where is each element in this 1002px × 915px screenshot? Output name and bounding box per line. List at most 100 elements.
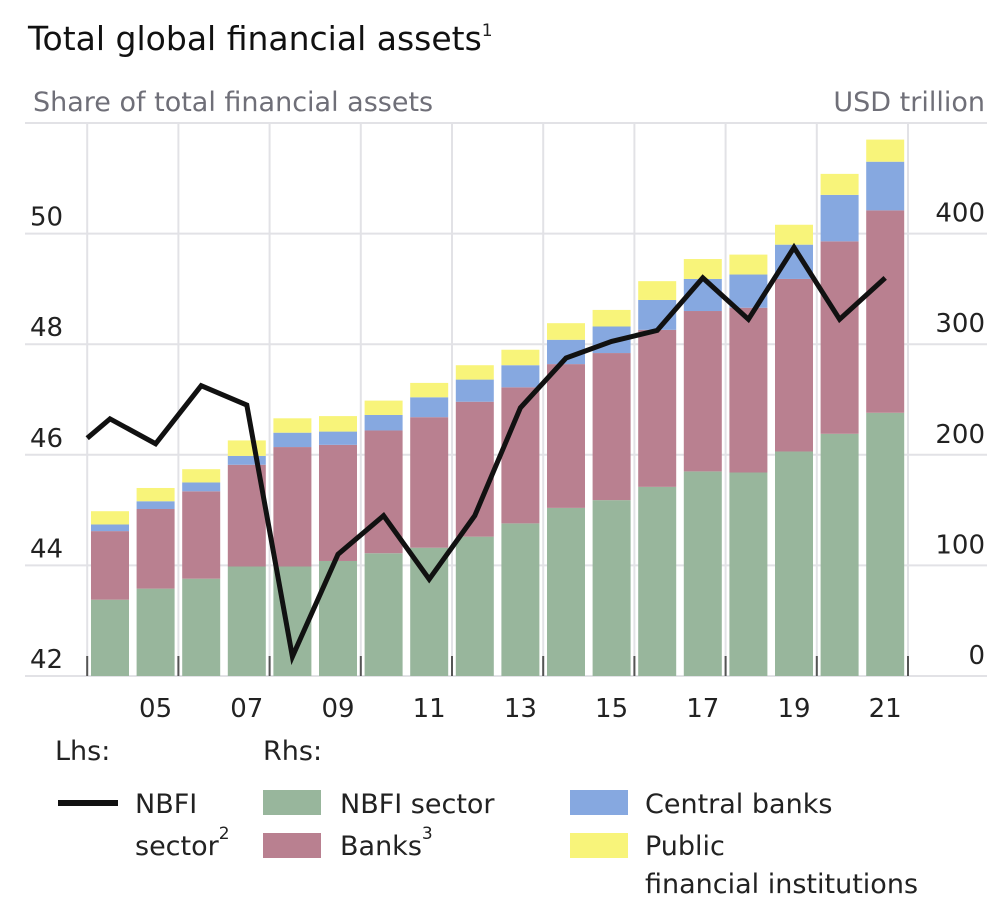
bar-central-banks-2009 — [319, 431, 357, 445]
legend-banks-text: Banks — [340, 831, 422, 862]
left-axis-label: Share of total financial assets — [33, 87, 433, 118]
x-tick-label: 05 — [139, 694, 172, 724]
bar-public-financial-institutions-2008 — [273, 418, 312, 433]
bar-central-banks-2006 — [182, 482, 221, 492]
bar-public-financial-institutions-2012 — [455, 365, 494, 380]
nbfi-share-line — [85, 242, 887, 666]
bar-nbfi-sector-2005 — [136, 588, 175, 676]
legend-lhs-label: Lhs: — [55, 736, 110, 767]
bar-public-financial-institutions-2011 — [410, 382, 449, 398]
bar-nbfi-sector-2004 — [91, 599, 129, 676]
bar-public-financial-institutions-2013 — [501, 349, 540, 366]
bar-central-banks-2020 — [820, 194, 859, 242]
bar-nbfi-sector-2010 — [364, 553, 403, 676]
x-tick-label: 11 — [413, 694, 446, 724]
bar-public-financial-institutions-2017 — [683, 259, 722, 279]
y-left-tick-label: 50 — [30, 203, 63, 233]
x-tick-label: 07 — [230, 694, 263, 724]
bar-public-financial-institutions-2010 — [364, 400, 403, 415]
chart-title: Total global financial assets1 — [27, 19, 493, 58]
bar-public-financial-institutions-2005 — [136, 487, 175, 502]
bar-banks-2018 — [729, 307, 768, 473]
x-tick-label: 09 — [321, 694, 354, 724]
legend-rhs-label: Rhs: — [263, 736, 322, 767]
title-footnote: 1 — [482, 21, 493, 41]
bar-central-banks-2021 — [866, 161, 905, 211]
legend-public-label-1: Public — [645, 831, 725, 862]
y-left-tick-label: 44 — [30, 534, 63, 564]
legend-central-banks-label: Central banks — [645, 789, 832, 820]
bar-banks-2005 — [136, 508, 175, 589]
bar-banks-2020 — [820, 241, 859, 434]
bar-public-financial-institutions-2018 — [729, 254, 768, 275]
bar-nbfi-sector-2013 — [501, 523, 540, 676]
y-right-tick-label: 200 — [935, 420, 985, 450]
bar-central-banks-2012 — [455, 379, 494, 402]
legend-central-banks-swatch — [570, 790, 628, 815]
bar-banks-2006 — [182, 491, 221, 579]
bar-banks-2019 — [775, 278, 813, 452]
x-tick-label: 13 — [504, 694, 537, 724]
legend-public-swatch — [570, 833, 628, 858]
line-series — [85, 242, 887, 666]
bar-central-banks-2005 — [136, 501, 175, 509]
bar-banks-2011 — [410, 417, 449, 548]
bar-central-banks-2007 — [227, 455, 266, 465]
bar-public-financial-institutions-2016 — [638, 281, 677, 300]
legend-nbfi-swatch — [263, 790, 321, 815]
legend-nbfi-label: NBFI sector — [340, 789, 495, 820]
chart-title-text: Total global financial assets — [27, 19, 482, 58]
bar-banks-2017 — [683, 311, 722, 472]
bar-banks-2016 — [638, 329, 677, 487]
bar-banks-2021 — [866, 210, 905, 413]
legend-line-label-2: sector2 — [135, 824, 230, 862]
bar-public-financial-institutions-2015 — [592, 309, 631, 327]
legend-line-label-1: NBFI — [135, 789, 197, 820]
y-right-tick-label: 400 — [935, 199, 985, 229]
y-right-tick-label: 100 — [935, 530, 985, 560]
bars — [86, 139, 909, 676]
bar-public-financial-institutions-2014 — [547, 323, 585, 340]
bar-central-banks-2011 — [410, 397, 449, 418]
legend-banks-swatch — [263, 833, 321, 858]
bar-public-financial-institutions-2006 — [182, 469, 221, 483]
bar-public-financial-institutions-2019 — [775, 224, 813, 245]
bar-nbfi-sector-2015 — [592, 500, 631, 676]
bar-nbfi-sector-2014 — [547, 507, 585, 676]
bar-public-financial-institutions-2007 — [227, 440, 266, 456]
bar-nbfi-sector-2012 — [455, 536, 494, 676]
bar-nbfi-sector-2011 — [410, 547, 449, 676]
y-right-tick-label: 0 — [968, 641, 985, 671]
bar-nbfi-sector-2006 — [182, 578, 221, 676]
x-tick-label: 19 — [777, 694, 810, 724]
legend-line-footnote: 2 — [219, 824, 230, 844]
bar-banks-2014 — [547, 364, 585, 508]
bar-central-banks-2008 — [273, 432, 312, 448]
legend-banks-label: Banks3 — [340, 824, 433, 862]
bar-nbfi-sector-2020 — [820, 433, 859, 676]
bar-public-financial-institutions-2009 — [319, 416, 357, 432]
bar-central-banks-2004 — [91, 524, 129, 532]
bar-public-financial-institutions-2020 — [820, 173, 859, 195]
bar-banks-2004 — [91, 531, 129, 600]
legend-public-label-2: financial institutions — [645, 869, 918, 900]
gridlines — [25, 122, 987, 677]
bar-public-financial-institutions-2004 — [91, 511, 129, 525]
x-tick-label: 21 — [869, 694, 902, 724]
legend-line-label-2-text: sector — [135, 831, 220, 862]
bar-banks-2015 — [592, 353, 631, 501]
bar-central-banks-2010 — [364, 414, 403, 431]
right-axis-label: USD trillion — [833, 87, 985, 118]
bar-central-banks-2013 — [501, 365, 540, 388]
y-left-tick-label: 46 — [30, 424, 63, 454]
y-left-tick-label: 42 — [30, 645, 63, 675]
bar-nbfi-sector-2019 — [775, 451, 813, 676]
bar-nbfi-sector-2016 — [638, 486, 677, 676]
legend: Lhs: Rhs: NBFI sector2 NBFI sector Banks… — [55, 736, 918, 900]
bar-banks-2008 — [273, 447, 312, 567]
legend-banks-footnote: 3 — [422, 824, 433, 844]
x-tick-label: 17 — [686, 694, 719, 724]
bar-nbfi-sector-2007 — [227, 566, 266, 676]
x-tick-label: 15 — [595, 694, 628, 724]
